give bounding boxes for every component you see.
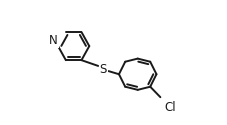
Text: Cl: Cl [165,101,176,114]
Text: N: N [49,34,58,47]
Text: S: S [100,63,107,76]
